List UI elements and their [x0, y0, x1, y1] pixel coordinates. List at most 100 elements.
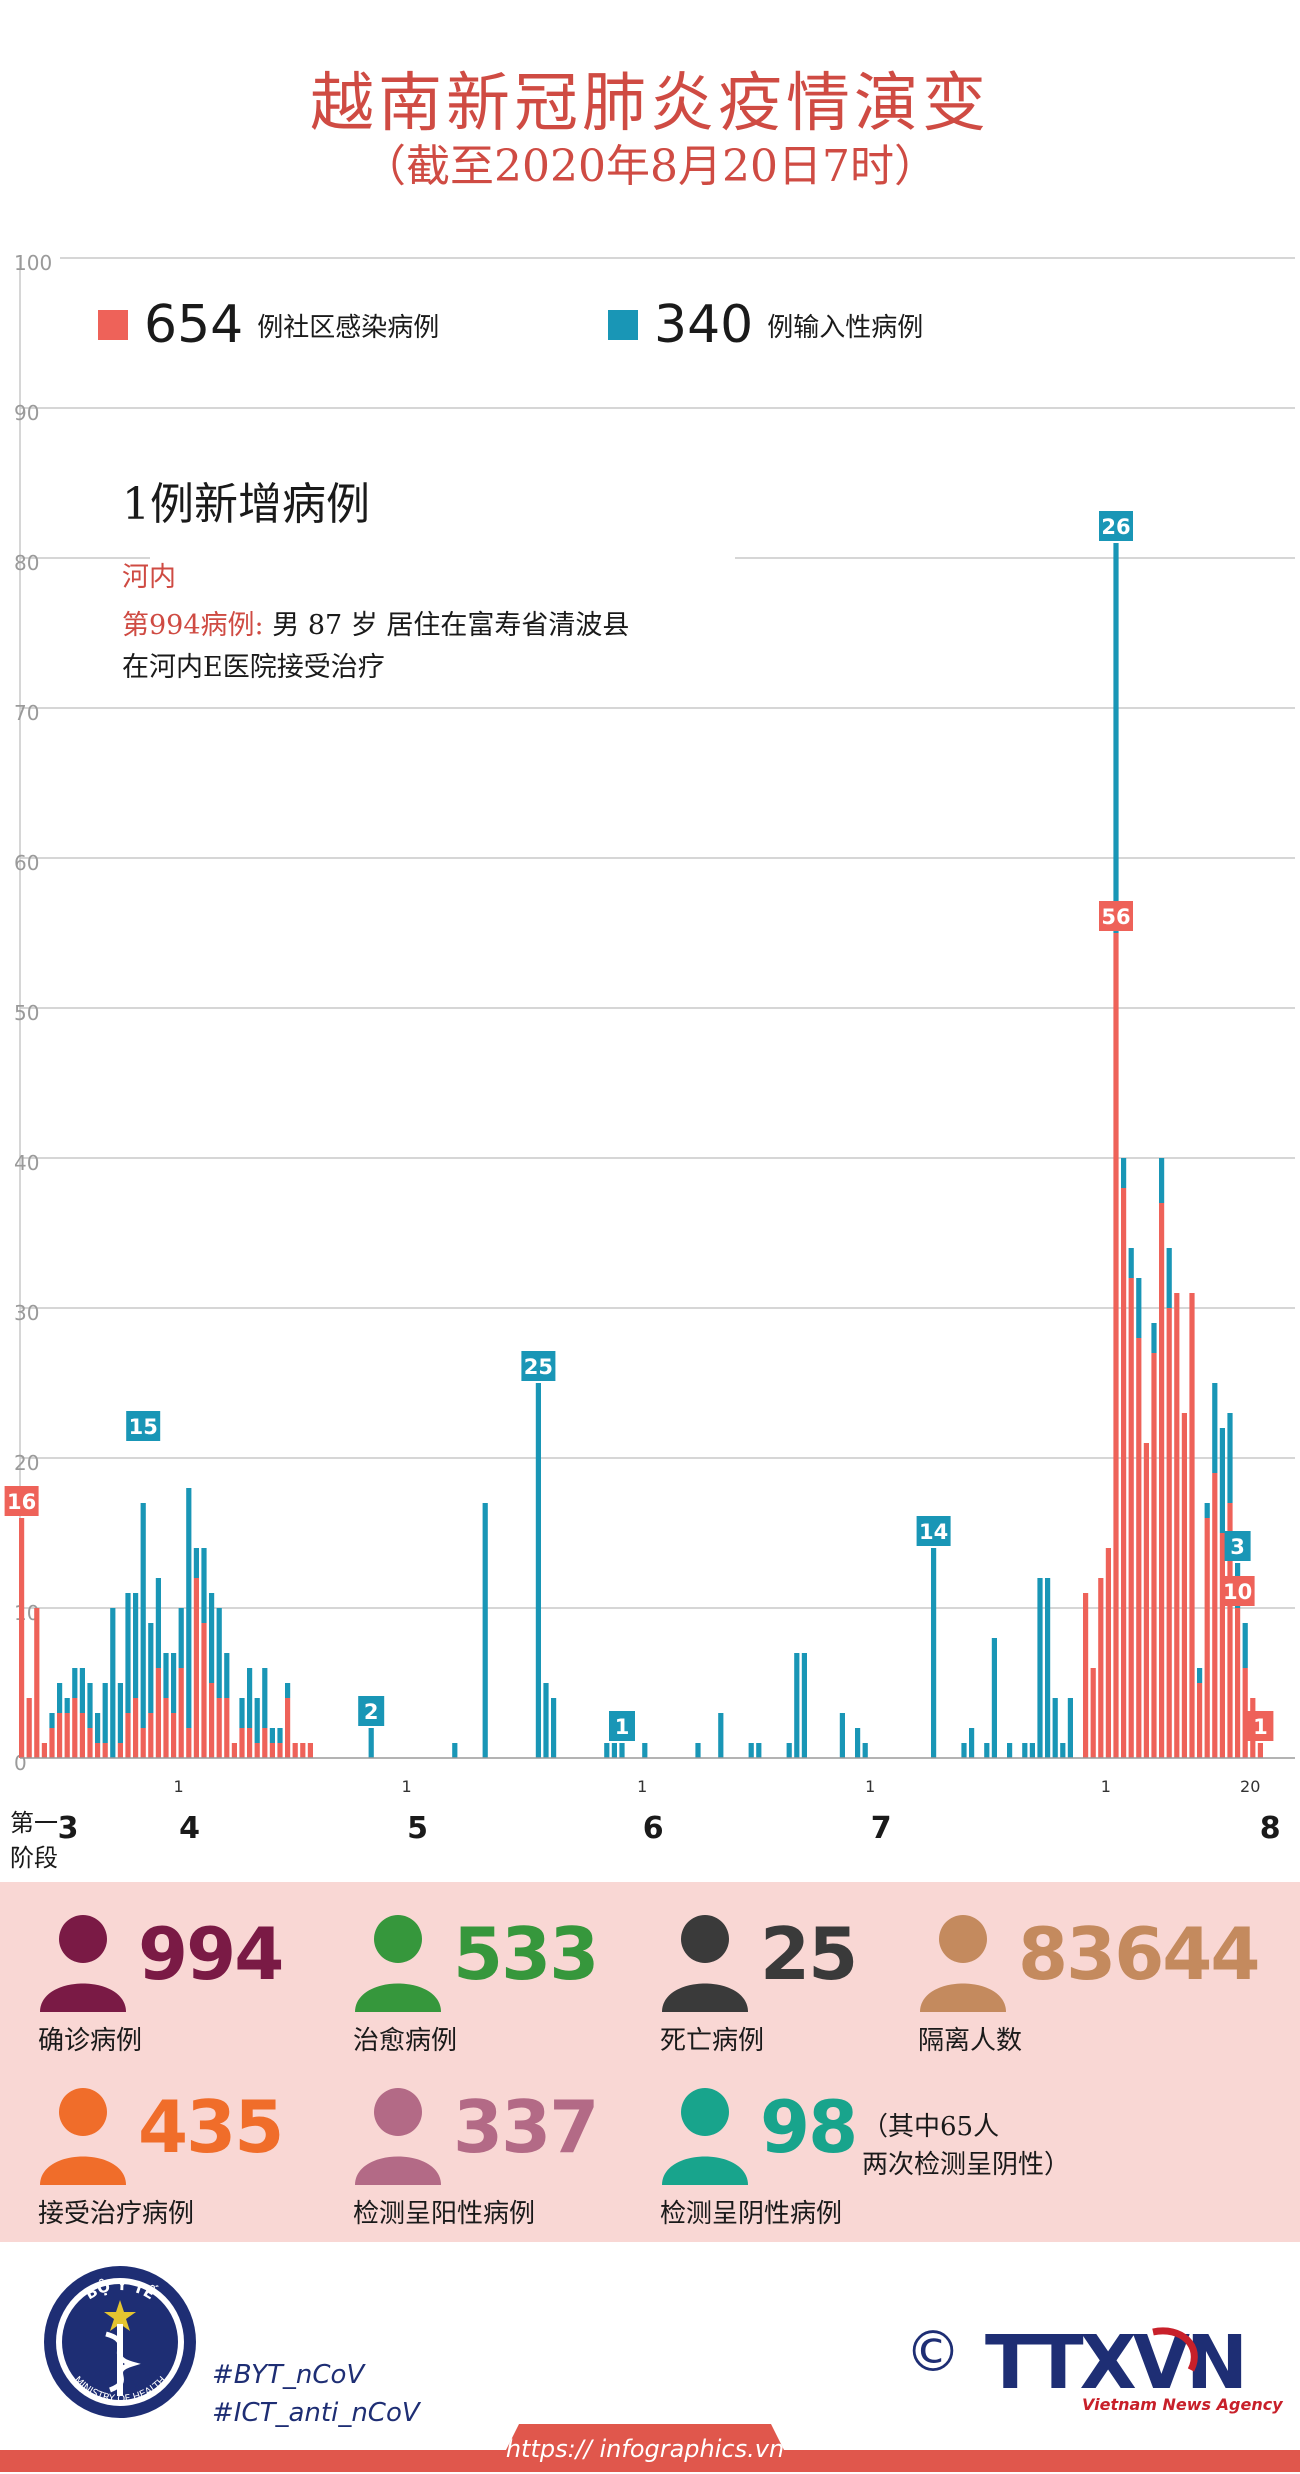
stat-confirmed-label: 确诊病例: [38, 2026, 143, 2056]
x-month-label: 6: [643, 1811, 664, 1846]
stat-confirmed-value: 994: [138, 1912, 284, 1996]
bar-imported: [269, 1728, 275, 1743]
bar-community: [1189, 1293, 1195, 1758]
new-case-location: 河内: [122, 562, 176, 593]
stat-deaths-value: 25: [760, 1912, 858, 1996]
new-case-detail: 第994病例: 男 87 岁 居住在富寿省清波县: [122, 603, 629, 642]
bar-imported: [201, 1548, 207, 1623]
bar-imported: [611, 1743, 617, 1758]
bar-community: [292, 1743, 298, 1758]
bar-imported: [1204, 1503, 1210, 1518]
x-tick-sublabel: 1: [1101, 1777, 1111, 1796]
bar-imported: [1029, 1743, 1035, 1758]
bar-imported: [262, 1668, 268, 1728]
data-label: 14: [916, 1516, 951, 1546]
y-tick-label: 30: [14, 1301, 39, 1325]
data-label-text: 15: [129, 1415, 158, 1439]
bar-community: [239, 1728, 245, 1758]
agency-name: Vietnam News Agency: [1082, 2395, 1283, 2414]
hashtag-ict[interactable]: #ICT_anti_nCoV: [212, 2398, 420, 2428]
bar-community: [1105, 1548, 1111, 1758]
chart-bars: [19, 543, 1263, 1758]
data-label: 15: [126, 1411, 161, 1441]
bar-community: [209, 1683, 215, 1758]
data-label: 1: [1247, 1711, 1274, 1741]
data-label-text: 1: [1253, 1715, 1268, 1739]
data-label-box: [4, 1486, 39, 1516]
bar-community: [41, 1743, 47, 1758]
bar-community: [1204, 1518, 1210, 1758]
page-subtitle: （截至2020年8月20日7时）: [362, 141, 938, 192]
ttxvn-logo: TTXVN: [985, 2322, 1248, 2402]
y-tick-label: 20: [14, 1451, 39, 1475]
bar-community: [1121, 1188, 1127, 1758]
data-label-box: [1220, 1576, 1255, 1606]
new-case-id: 第994病例:: [122, 610, 264, 641]
bar-imported: [969, 1728, 975, 1758]
data-label-box: [358, 1696, 385, 1726]
x-phase-label: 第一: [10, 1809, 58, 1837]
bar-community: [125, 1713, 131, 1758]
y-tick-label: 60: [14, 851, 39, 875]
data-label: 26: [1099, 511, 1133, 541]
bar-imported: [748, 1743, 754, 1758]
bar-community: [87, 1728, 93, 1758]
bar-community: [1174, 1293, 1180, 1758]
negative-note-line1: （其中65人: [862, 2112, 1000, 2142]
bar-imported: [839, 1713, 845, 1758]
bar-community: [1143, 1443, 1149, 1758]
bar-imported: [110, 1608, 116, 1758]
stat-recovered-value: 533: [453, 1912, 599, 1996]
ttxvn-logo-text: TTXVN: [985, 2322, 1244, 2402]
bar-imported: [604, 1743, 610, 1758]
data-label-text: 10: [1223, 1580, 1252, 1604]
bar-imported: [794, 1653, 800, 1758]
x-tick-sublabel: 1: [637, 1777, 647, 1796]
bar-community: [1128, 1278, 1134, 1758]
bar-imported: [133, 1593, 139, 1698]
person-icon: [662, 1915, 748, 2012]
bar-community: [57, 1713, 63, 1758]
bar-community: [95, 1743, 101, 1758]
data-label-text: 1: [615, 1715, 630, 1739]
bar-imported: [855, 1728, 861, 1758]
bar-community: [1219, 1533, 1225, 1758]
stat-recovered-label: 治愈病例: [353, 2026, 458, 2056]
bar-imported: [95, 1713, 101, 1743]
bar-community: [1090, 1668, 1096, 1758]
bar-community: [277, 1743, 283, 1758]
bar-imported: [1166, 1248, 1172, 1308]
bar-community: [178, 1668, 184, 1758]
bar-imported: [72, 1668, 78, 1698]
legend-imported-label: 例输入性病例: [767, 312, 924, 343]
copyright-icon: ©: [905, 2320, 961, 2385]
bar-community: [1166, 1308, 1172, 1758]
bar-imported: [1128, 1248, 1134, 1278]
bar-community: [1181, 1413, 1187, 1758]
new-case-treatment: 在河内E医院接受治疗: [122, 652, 385, 683]
bar-community: [285, 1698, 291, 1758]
bar-imported: [1219, 1428, 1225, 1533]
site-url[interactable]: https:// infographics.vn: [495, 2424, 795, 2472]
bar-community: [64, 1713, 70, 1758]
bar-community: [300, 1743, 306, 1758]
person-icon: [662, 2088, 748, 2185]
bar-community: [1136, 1338, 1142, 1758]
stat-treating-value: 435: [138, 2085, 284, 2169]
bar-community: [1257, 1743, 1263, 1758]
bar-community: [34, 1608, 40, 1758]
data-label-text: 56: [1101, 905, 1130, 929]
bar-imported: [49, 1713, 55, 1728]
bar-imported: [125, 1593, 131, 1713]
bar-imported: [1121, 1158, 1127, 1188]
legend-community-swatch: [98, 310, 128, 340]
bar-imported: [209, 1593, 215, 1683]
bar-imported: [1045, 1578, 1051, 1758]
bar-community: [19, 1518, 25, 1758]
bar-imported: [756, 1743, 762, 1758]
bar-community: [140, 1728, 146, 1758]
hashtag-byt[interactable]: #BYT_nCoV: [212, 2360, 365, 2390]
bar-community: [224, 1698, 230, 1758]
bar-community: [133, 1698, 139, 1758]
